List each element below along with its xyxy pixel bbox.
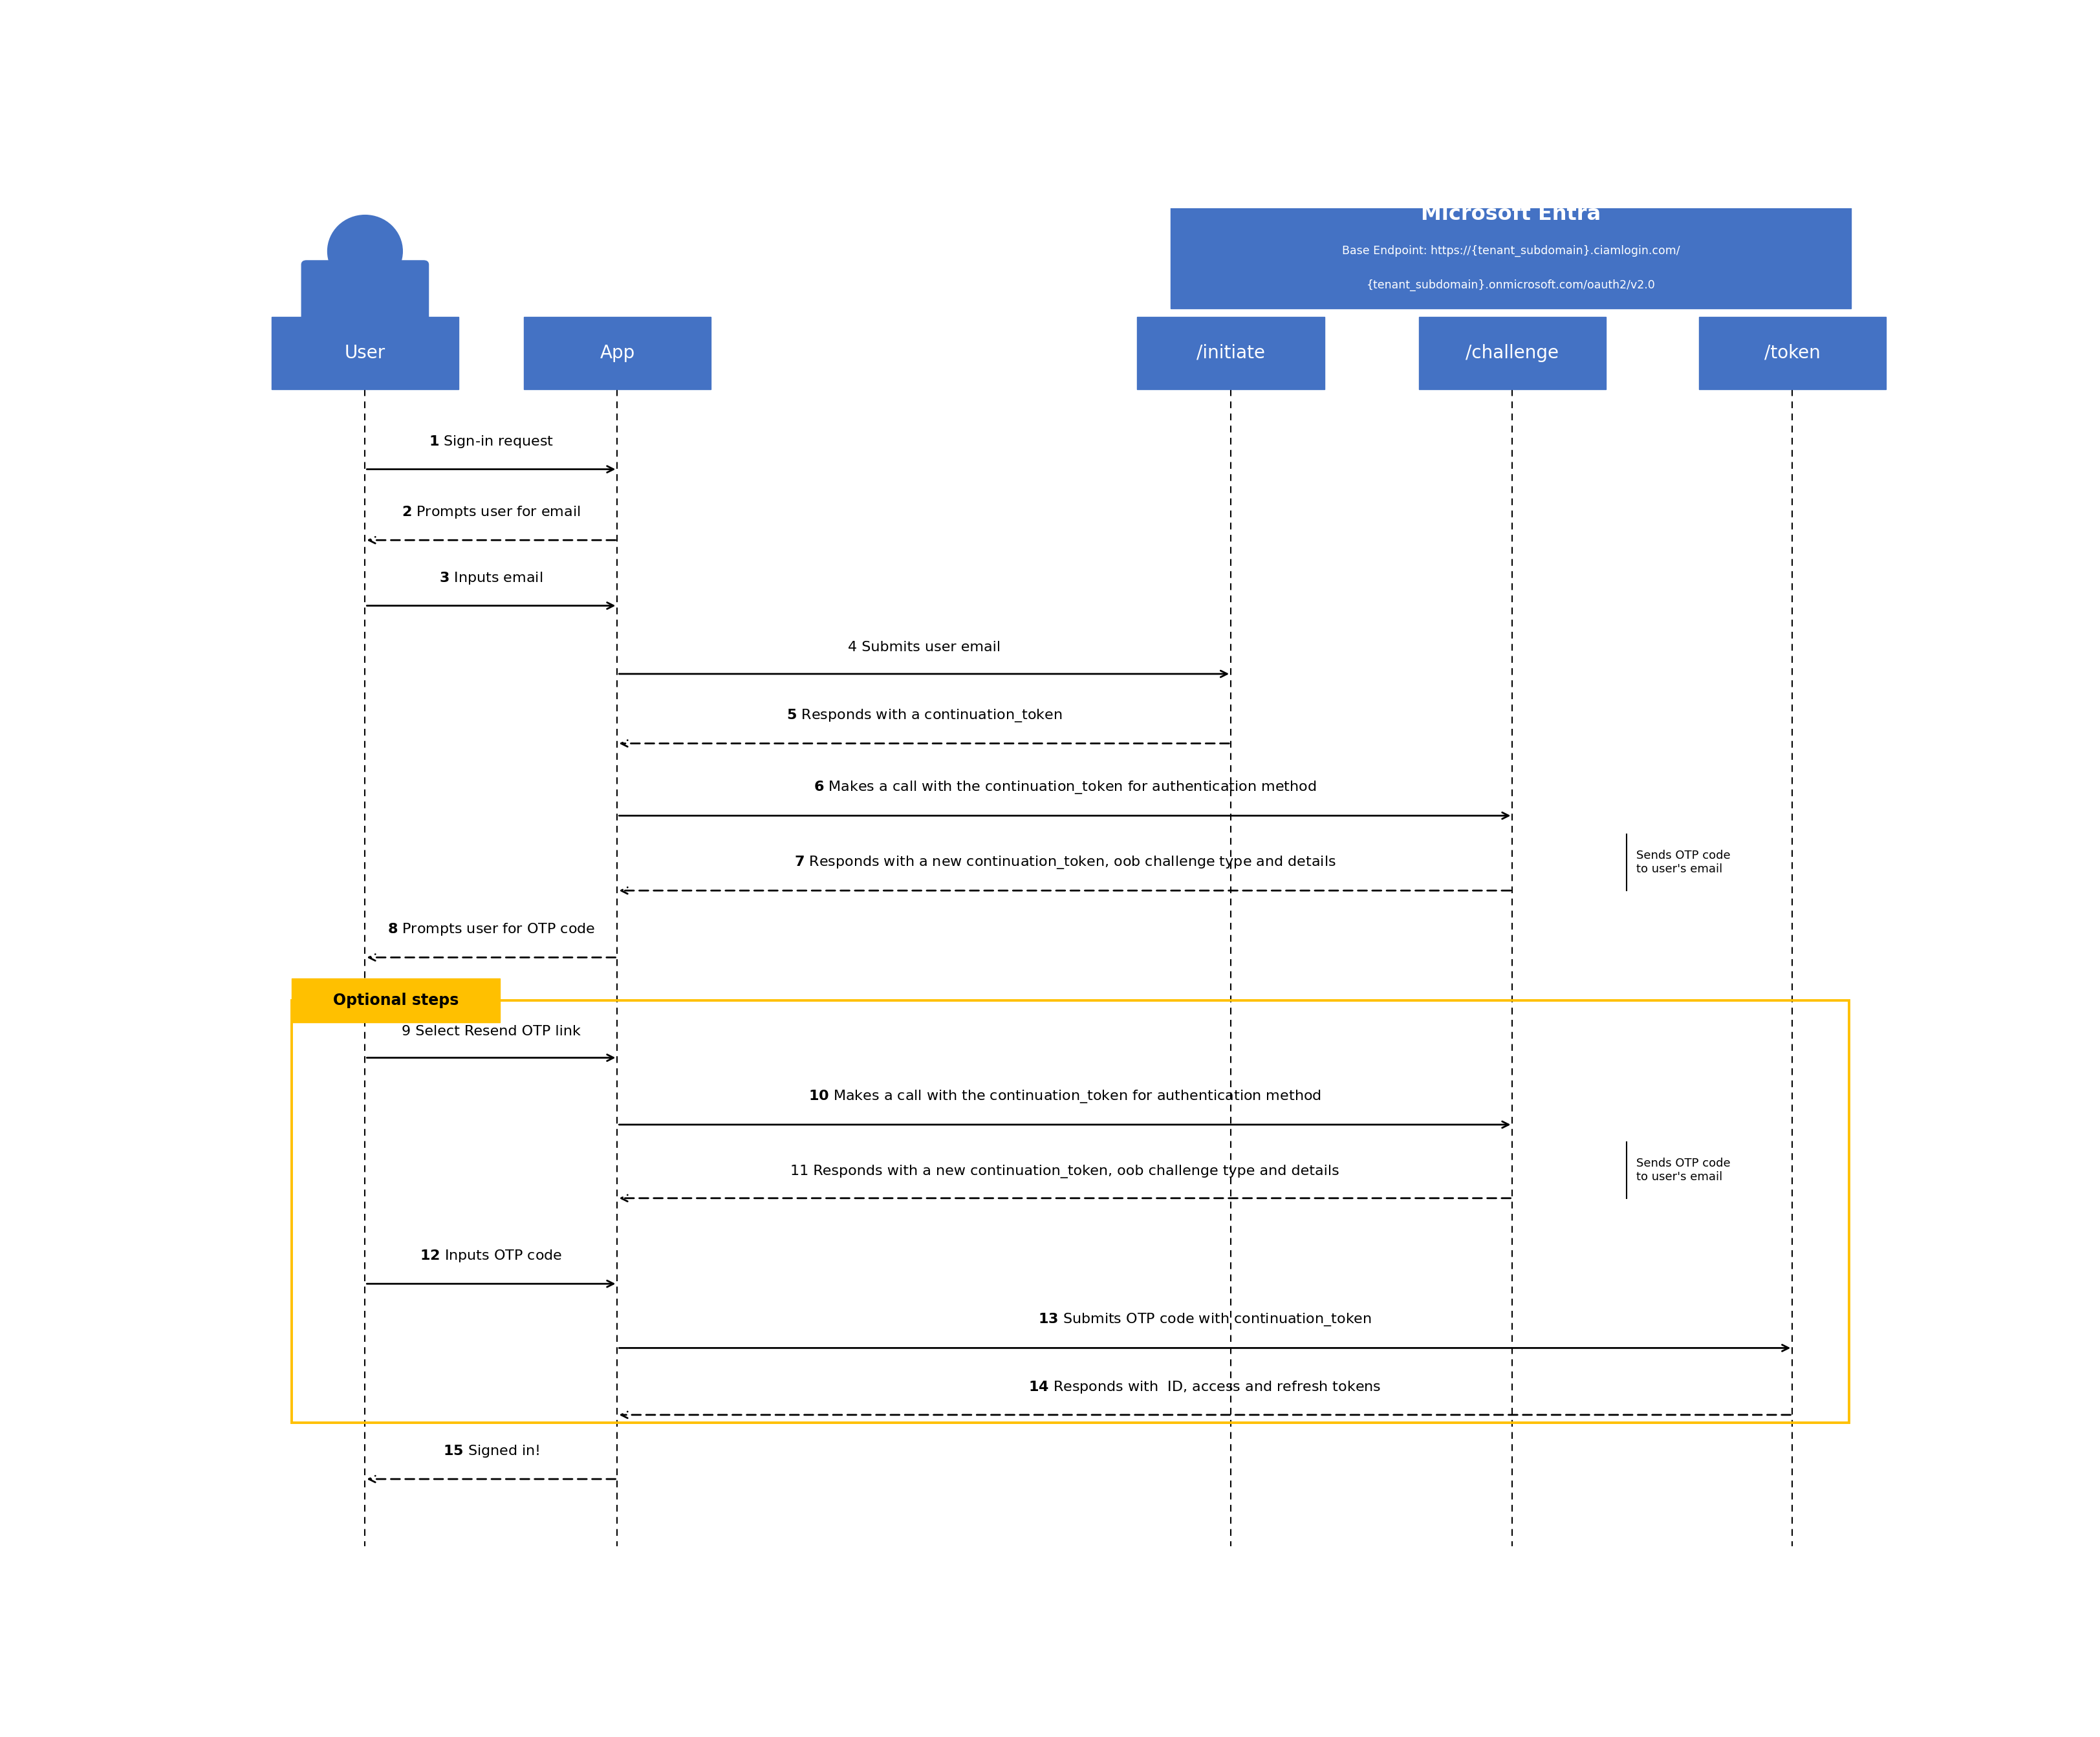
Text: $\mathbf{7}$ Responds with a new continuation_token, oob challenge type and deta: $\mathbf{7}$ Responds with a new continu…: [794, 855, 1336, 870]
Text: /challenge: /challenge: [1466, 344, 1558, 361]
Text: $\mathbf{1}$ Sign-in request: $\mathbf{1}$ Sign-in request: [428, 434, 554, 450]
Text: 9 Select Resend OTP link: 9 Select Resend OTP link: [401, 1025, 582, 1037]
Text: Microsoft Entra: Microsoft Entra: [1422, 205, 1600, 224]
Text: $\mathbf{8}$ Prompts user for OTP code: $\mathbf{8}$ Prompts user for OTP code: [386, 922, 594, 938]
Ellipse shape: [328, 215, 403, 287]
Bar: [292, 1001, 1850, 1423]
FancyBboxPatch shape: [271, 316, 458, 389]
Text: {tenant_subdomain}.onmicrosoft.com/oauth2/v2.0: {tenant_subdomain}.onmicrosoft.com/oauth…: [1367, 280, 1655, 292]
FancyBboxPatch shape: [292, 978, 500, 1023]
Text: $\mathbf{10}$ Makes a call with the continuation_token for authentication method: $\mathbf{10}$ Makes a call with the cont…: [808, 1089, 1321, 1105]
Text: 11 Responds with a new continuation_token, oob challenge type and details: 11 Responds with a new continuation_toke…: [790, 1164, 1340, 1178]
Text: Optional steps: Optional steps: [334, 992, 458, 1007]
Text: $\mathbf{6}$ Makes a call with the continuation_token for authentication method: $\mathbf{6}$ Makes a call with the conti…: [813, 780, 1317, 796]
Text: Base Endpoint: https://{tenant_subdomain}.ciamlogin.com/: Base Endpoint: https://{tenant_subdomain…: [1342, 245, 1680, 257]
Text: $\mathbf{3}$ Inputs email: $\mathbf{3}$ Inputs email: [439, 570, 544, 585]
Text: 4 Submits user email: 4 Submits user email: [848, 641, 1000, 653]
Text: Sends OTP code
to user's email: Sends OTP code to user's email: [1636, 1157, 1730, 1183]
Text: $\mathbf{14}$ Responds with  ID, access and refresh tokens: $\mathbf{14}$ Responds with ID, access a…: [1029, 1379, 1382, 1395]
Text: App: App: [601, 344, 634, 361]
Text: $\mathbf{13}$ Submits OTP code with continuation_token: $\mathbf{13}$ Submits OTP code with cont…: [1037, 1311, 1371, 1327]
Text: $\mathbf{5}$ Responds with a continuation_token: $\mathbf{5}$ Responds with a continuatio…: [785, 707, 1063, 723]
FancyBboxPatch shape: [523, 316, 712, 389]
Text: User: User: [344, 344, 386, 361]
Text: /token: /token: [1764, 344, 1821, 361]
FancyBboxPatch shape: [302, 261, 428, 339]
FancyBboxPatch shape: [1138, 316, 1325, 389]
Text: /initiate: /initiate: [1197, 344, 1264, 361]
Text: $\mathbf{2}$ Prompts user for email: $\mathbf{2}$ Prompts user for email: [401, 504, 580, 519]
Text: $\mathbf{15}$ Signed in!: $\mathbf{15}$ Signed in!: [443, 1443, 540, 1459]
FancyBboxPatch shape: [1170, 177, 1850, 309]
Text: $\mathbf{12}$ Inputs OTP code: $\mathbf{12}$ Inputs OTP code: [420, 1249, 563, 1265]
FancyBboxPatch shape: [1699, 316, 1886, 389]
FancyBboxPatch shape: [1420, 316, 1606, 389]
Text: Sends OTP code
to user's email: Sends OTP code to user's email: [1636, 849, 1730, 875]
